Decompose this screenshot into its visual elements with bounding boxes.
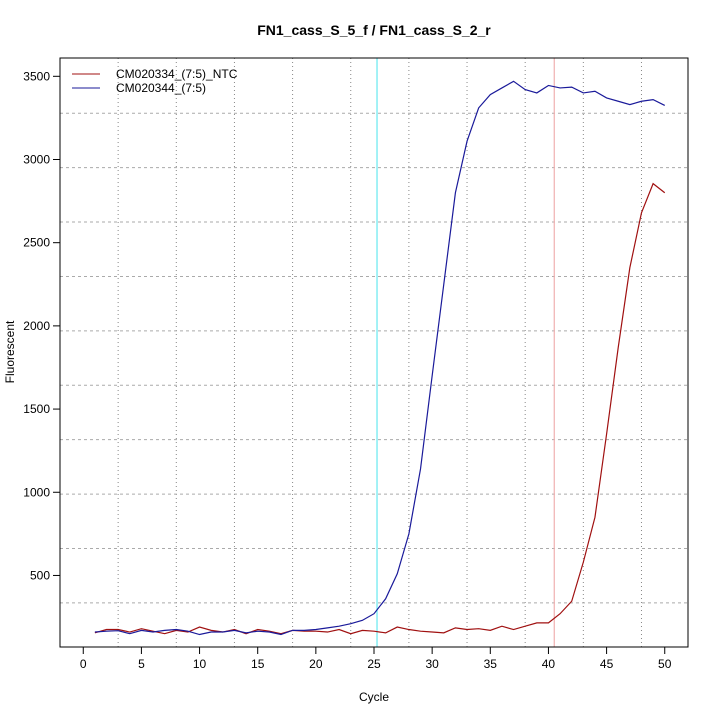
x-tick-label: 5 — [138, 657, 145, 671]
x-tick-label: 50 — [658, 657, 672, 671]
x-tick-label: 15 — [251, 657, 265, 671]
series-line — [94, 80, 666, 636]
y-tick-label: 2500 — [23, 236, 50, 250]
y-tick-label: 2000 — [23, 319, 50, 333]
plot-frame — [59, 57, 689, 648]
legend-label: CM020344_(7:5) — [116, 81, 206, 95]
y-tick-label: 1500 — [23, 402, 50, 416]
x-tick-label: 35 — [484, 657, 498, 671]
series-line — [94, 182, 666, 635]
y-tick-label: 500 — [30, 568, 50, 582]
x-tick-label: 45 — [600, 657, 614, 671]
y-tick-label: 3000 — [23, 152, 50, 166]
x-tick-label: 40 — [542, 657, 556, 671]
y-axis-label: Fluorescent — [3, 320, 17, 383]
y-tick-label: 3500 — [23, 69, 50, 83]
y-tick-label: 1000 — [23, 485, 50, 499]
legend-label: CM020334_(7:5)_NTC — [116, 67, 238, 81]
x-tick-label: 20 — [309, 657, 323, 671]
x-tick-label: 30 — [425, 657, 439, 671]
x-tick-label: 10 — [193, 657, 207, 671]
x-tick-label: 25 — [367, 657, 381, 671]
x-tick-label: 0 — [80, 657, 87, 671]
chart-title: FN1_cass_S_5_f / FN1_cass_S_2_r — [257, 22, 491, 38]
x-axis-label: Cycle — [359, 690, 389, 704]
